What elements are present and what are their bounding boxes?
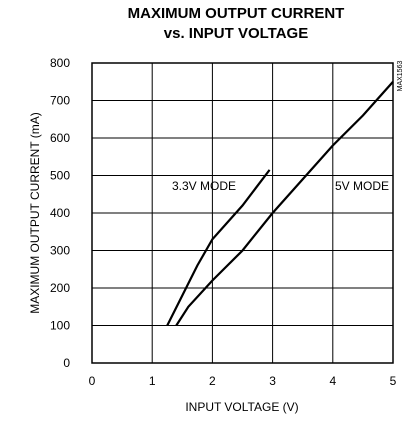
x-tick-label: 5 xyxy=(390,374,397,388)
chart-title: MAXIMUM OUTPUT CURRENT xyxy=(128,5,345,22)
y-tick-label: 200 xyxy=(50,281,70,295)
x-tick-label: 0 xyxy=(89,374,96,388)
y-tick-label: 500 xyxy=(50,169,70,183)
y-tick-label: 300 xyxy=(50,244,70,258)
data-line xyxy=(166,169,271,326)
figure-id: MAX1563 xyxy=(397,61,404,92)
y-axis-label: MAXIMUM OUTPUT CURRENT (mA) xyxy=(28,112,42,314)
y-tick-label: 400 xyxy=(50,206,70,220)
x-axis-label: INPUT VOLTAGE (V) xyxy=(185,400,298,414)
x-tick-label: 1 xyxy=(149,374,156,388)
data-line xyxy=(175,81,394,327)
x-tick-label: 3 xyxy=(269,374,276,388)
plot-frame xyxy=(91,62,394,364)
x-tick-label: 4 xyxy=(329,374,336,388)
y-tick-label: 600 xyxy=(50,131,70,145)
series-label: 3.3V MODE xyxy=(172,179,236,193)
y-tick-label: 100 xyxy=(50,319,70,333)
y-tick-label: 700 xyxy=(50,94,70,108)
x-tick-label: 2 xyxy=(209,374,216,388)
y-tick-label: 0 xyxy=(63,356,70,370)
series-label: 5V MODE xyxy=(335,179,389,193)
y-tick-label: 800 xyxy=(50,56,70,70)
chart-title: vs. INPUT VOLTAGE xyxy=(164,25,308,42)
